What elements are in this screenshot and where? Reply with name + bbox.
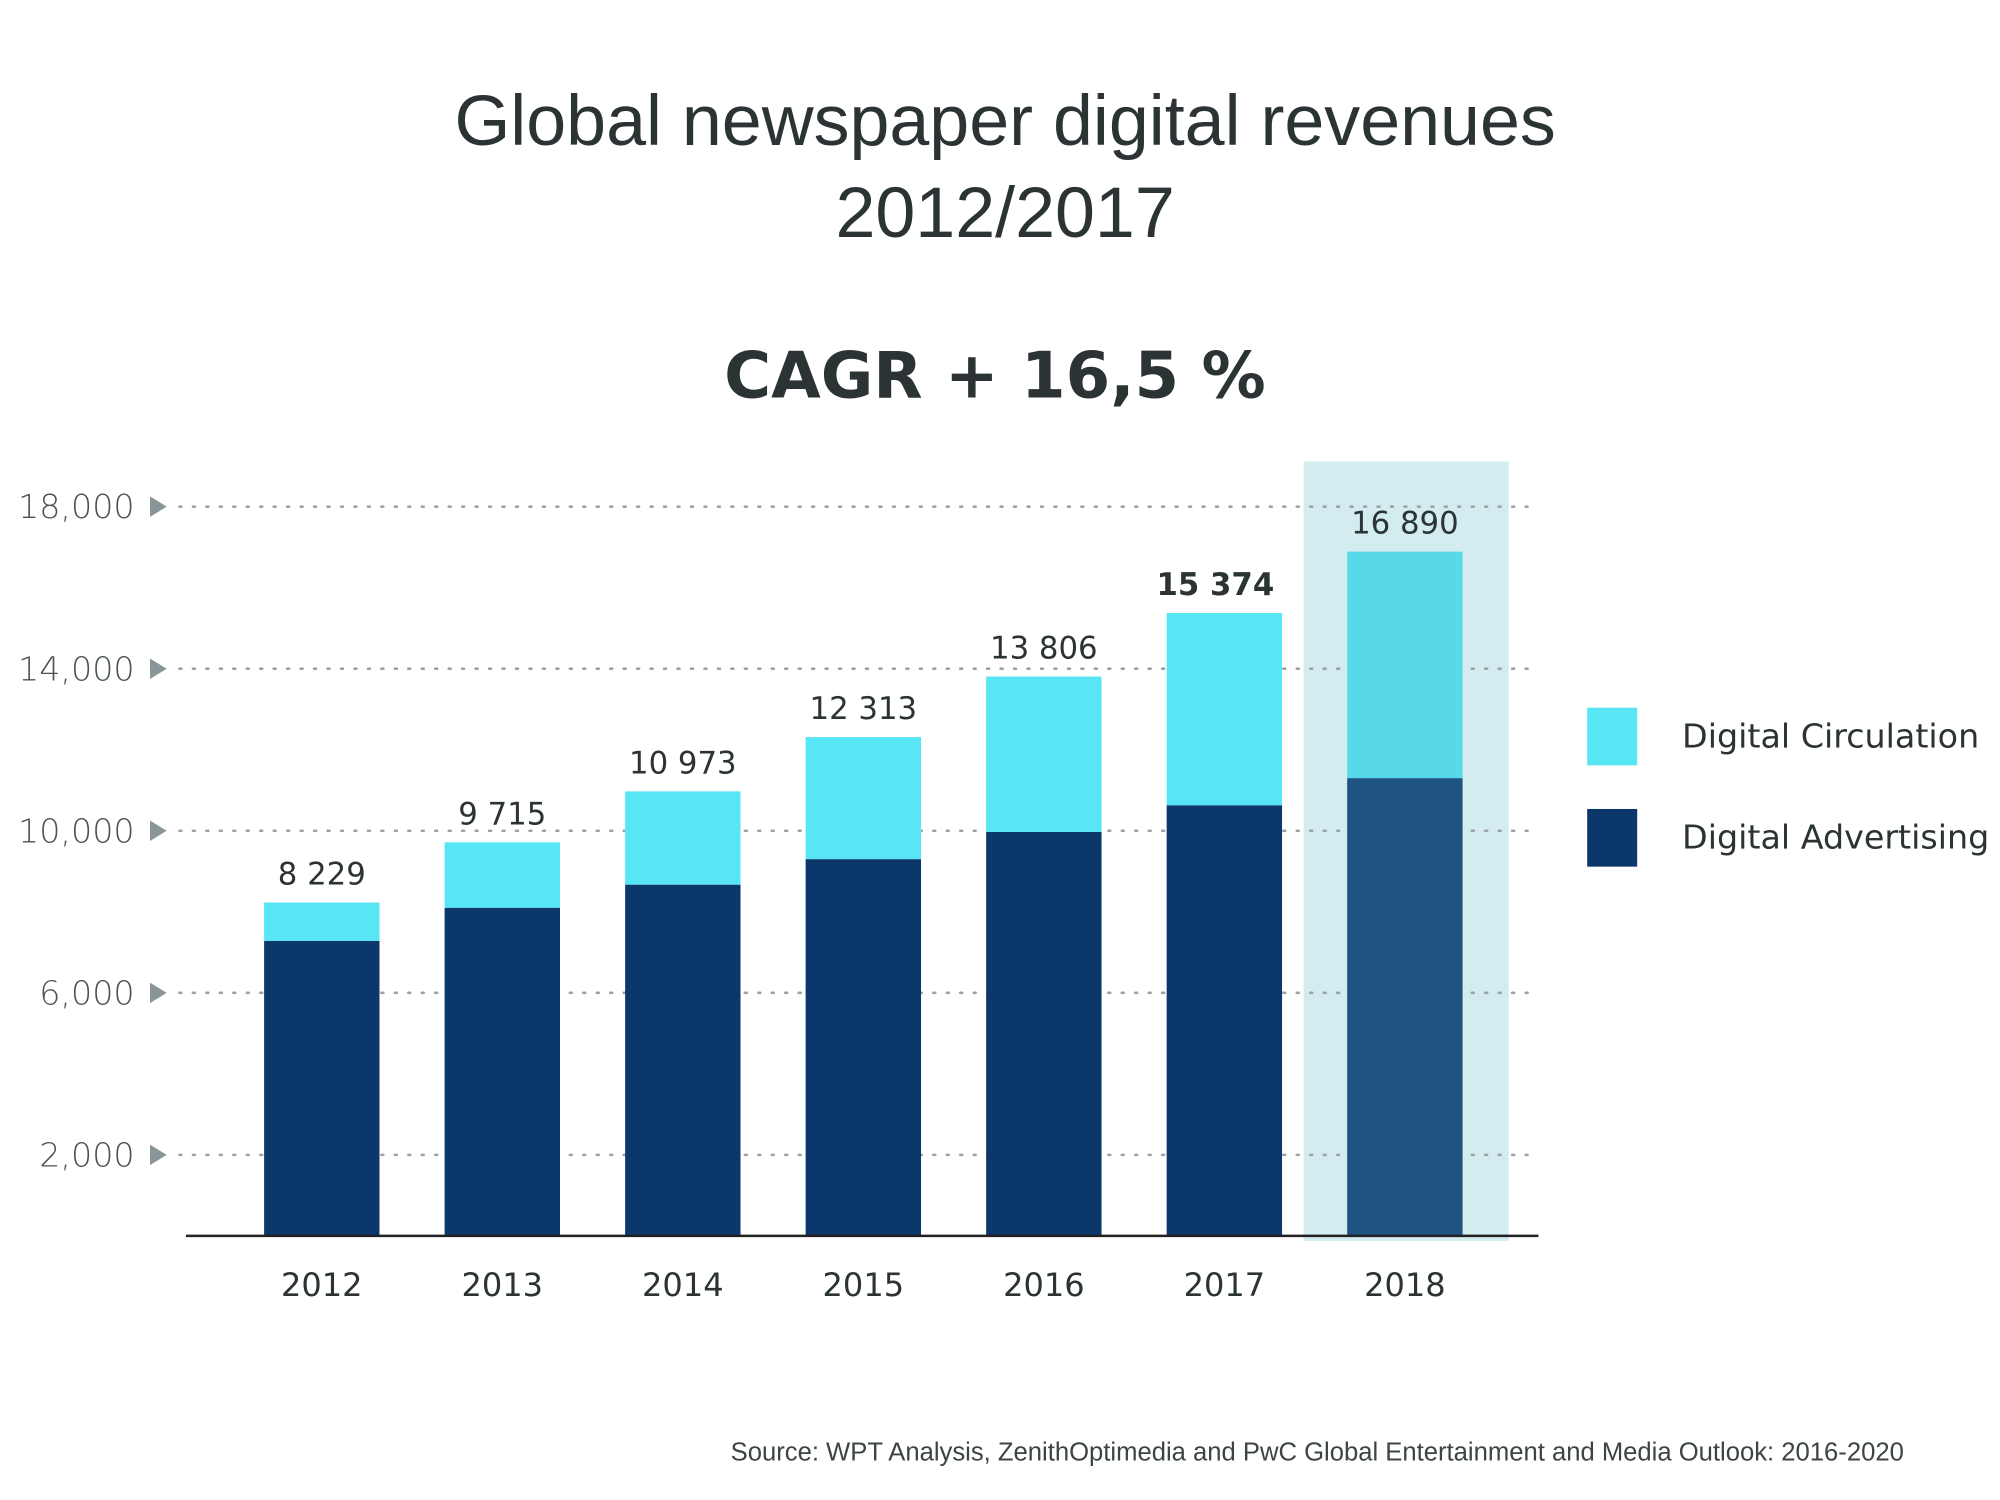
bar-digital-circulation xyxy=(444,842,560,908)
y-tick-label: 6,000 xyxy=(39,973,134,1012)
chart-subtitle: CAGR + 16,5 % xyxy=(724,339,1266,413)
bar-digital-circulation xyxy=(625,791,741,885)
total-data-label: 12 313 xyxy=(810,691,918,727)
bar-digital-circulation xyxy=(264,902,380,941)
source-note: Source: WPT Analysis, ZenithOptimedia an… xyxy=(731,1438,1904,1466)
bar-digital-circulation xyxy=(1347,551,1463,779)
bar-digital-circulation xyxy=(1166,613,1283,806)
total-data-label: 9 715 xyxy=(458,796,546,832)
x-tick-label: 2018 xyxy=(1364,1266,1446,1304)
legend: Digital Circulation Digital Advertising xyxy=(1587,707,1989,867)
tick-arrow-icon xyxy=(150,658,167,679)
bar-digital-advertising xyxy=(444,907,560,1236)
chart-title-line2: 2012/2017 xyxy=(835,173,1174,253)
bar-digital-advertising xyxy=(625,884,741,1236)
tick-arrow-icon xyxy=(150,1144,167,1166)
x-tick-label: 2015 xyxy=(823,1266,905,1304)
bar-digital-advertising xyxy=(1347,778,1463,1236)
legend-label-advertising: Digital Advertising xyxy=(1682,818,1989,857)
tick-arrow-icon xyxy=(150,982,167,1004)
total-data-label: 10 973 xyxy=(629,745,737,781)
bar-digital-advertising xyxy=(986,831,1102,1236)
x-tick-label: 2014 xyxy=(642,1266,724,1304)
bar-digital-circulation xyxy=(986,676,1102,832)
y-tick-label: 2,000 xyxy=(39,1135,134,1174)
x-tick-label: 2013 xyxy=(462,1266,544,1304)
total-data-label: 15 374 xyxy=(1157,567,1275,603)
legend-swatch-circulation xyxy=(1587,707,1638,766)
y-tick-label: 18,000 xyxy=(18,487,135,526)
total-data-label: 13 806 xyxy=(990,631,1098,667)
bar-digital-advertising xyxy=(805,859,922,1236)
bar-digital-circulation xyxy=(805,737,922,860)
x-tick-label: 2012 xyxy=(281,1266,363,1304)
total-data-label: 16 890 xyxy=(1351,506,1459,542)
tick-arrow-icon xyxy=(150,820,167,842)
chart-title: Global newspaper digital revenues xyxy=(454,81,1555,161)
x-tick-label: 2016 xyxy=(1003,1266,1085,1304)
total-data-label: 8 229 xyxy=(278,857,366,893)
y-tick-label: 10,000 xyxy=(18,811,135,850)
bar-digital-advertising xyxy=(1166,805,1283,1236)
tick-arrow-icon xyxy=(150,496,167,517)
y-tick-label: 14,000 xyxy=(18,649,135,688)
bar-digital-advertising xyxy=(264,940,380,1236)
legend-label-circulation: Digital Circulation xyxy=(1682,716,1979,755)
legend-swatch-advertising xyxy=(1587,808,1638,867)
x-tick-label: 2017 xyxy=(1184,1266,1266,1304)
